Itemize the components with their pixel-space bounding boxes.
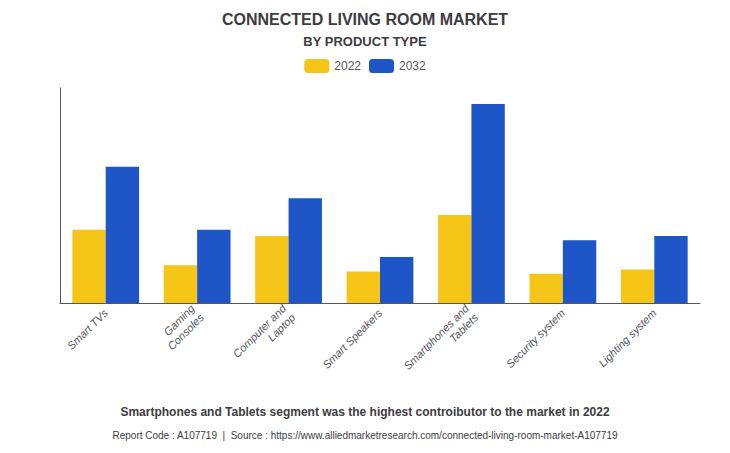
svg-text:2032: 2032 bbox=[399, 59, 426, 73]
svg-text:Computer and: Computer and bbox=[230, 302, 289, 360]
svg-text:Smartphones and Tablets segmen: Smartphones and Tablets segment was the … bbox=[120, 405, 610, 419]
svg-text:2022: 2022 bbox=[334, 59, 361, 73]
svg-text:Smart Speakers: Smart Speakers bbox=[320, 306, 385, 371]
svg-text:Report Code : A107719 | Sour: Report Code : A107719 | Source : https:/… bbox=[112, 430, 618, 441]
svg-text:Smart TVs: Smart TVs bbox=[65, 306, 111, 352]
svg-text:Smartphones and: Smartphones and bbox=[401, 302, 472, 372]
svg-text:Consoles: Consoles bbox=[165, 311, 206, 352]
svg-text:Security system: Security system bbox=[504, 307, 567, 370]
svg-text:Gaming: Gaming bbox=[161, 302, 197, 338]
svg-text:CONNECTED LIVING ROOM MARKET: CONNECTED LIVING ROOM MARKET bbox=[222, 11, 508, 28]
svg-text:Lighting system: Lighting system bbox=[596, 307, 658, 369]
svg-text:Laptop: Laptop bbox=[265, 311, 297, 343]
svg-text:BY PRODUCT TYPE: BY PRODUCT TYPE bbox=[303, 34, 427, 49]
svg-text:Tablets: Tablets bbox=[447, 311, 481, 345]
